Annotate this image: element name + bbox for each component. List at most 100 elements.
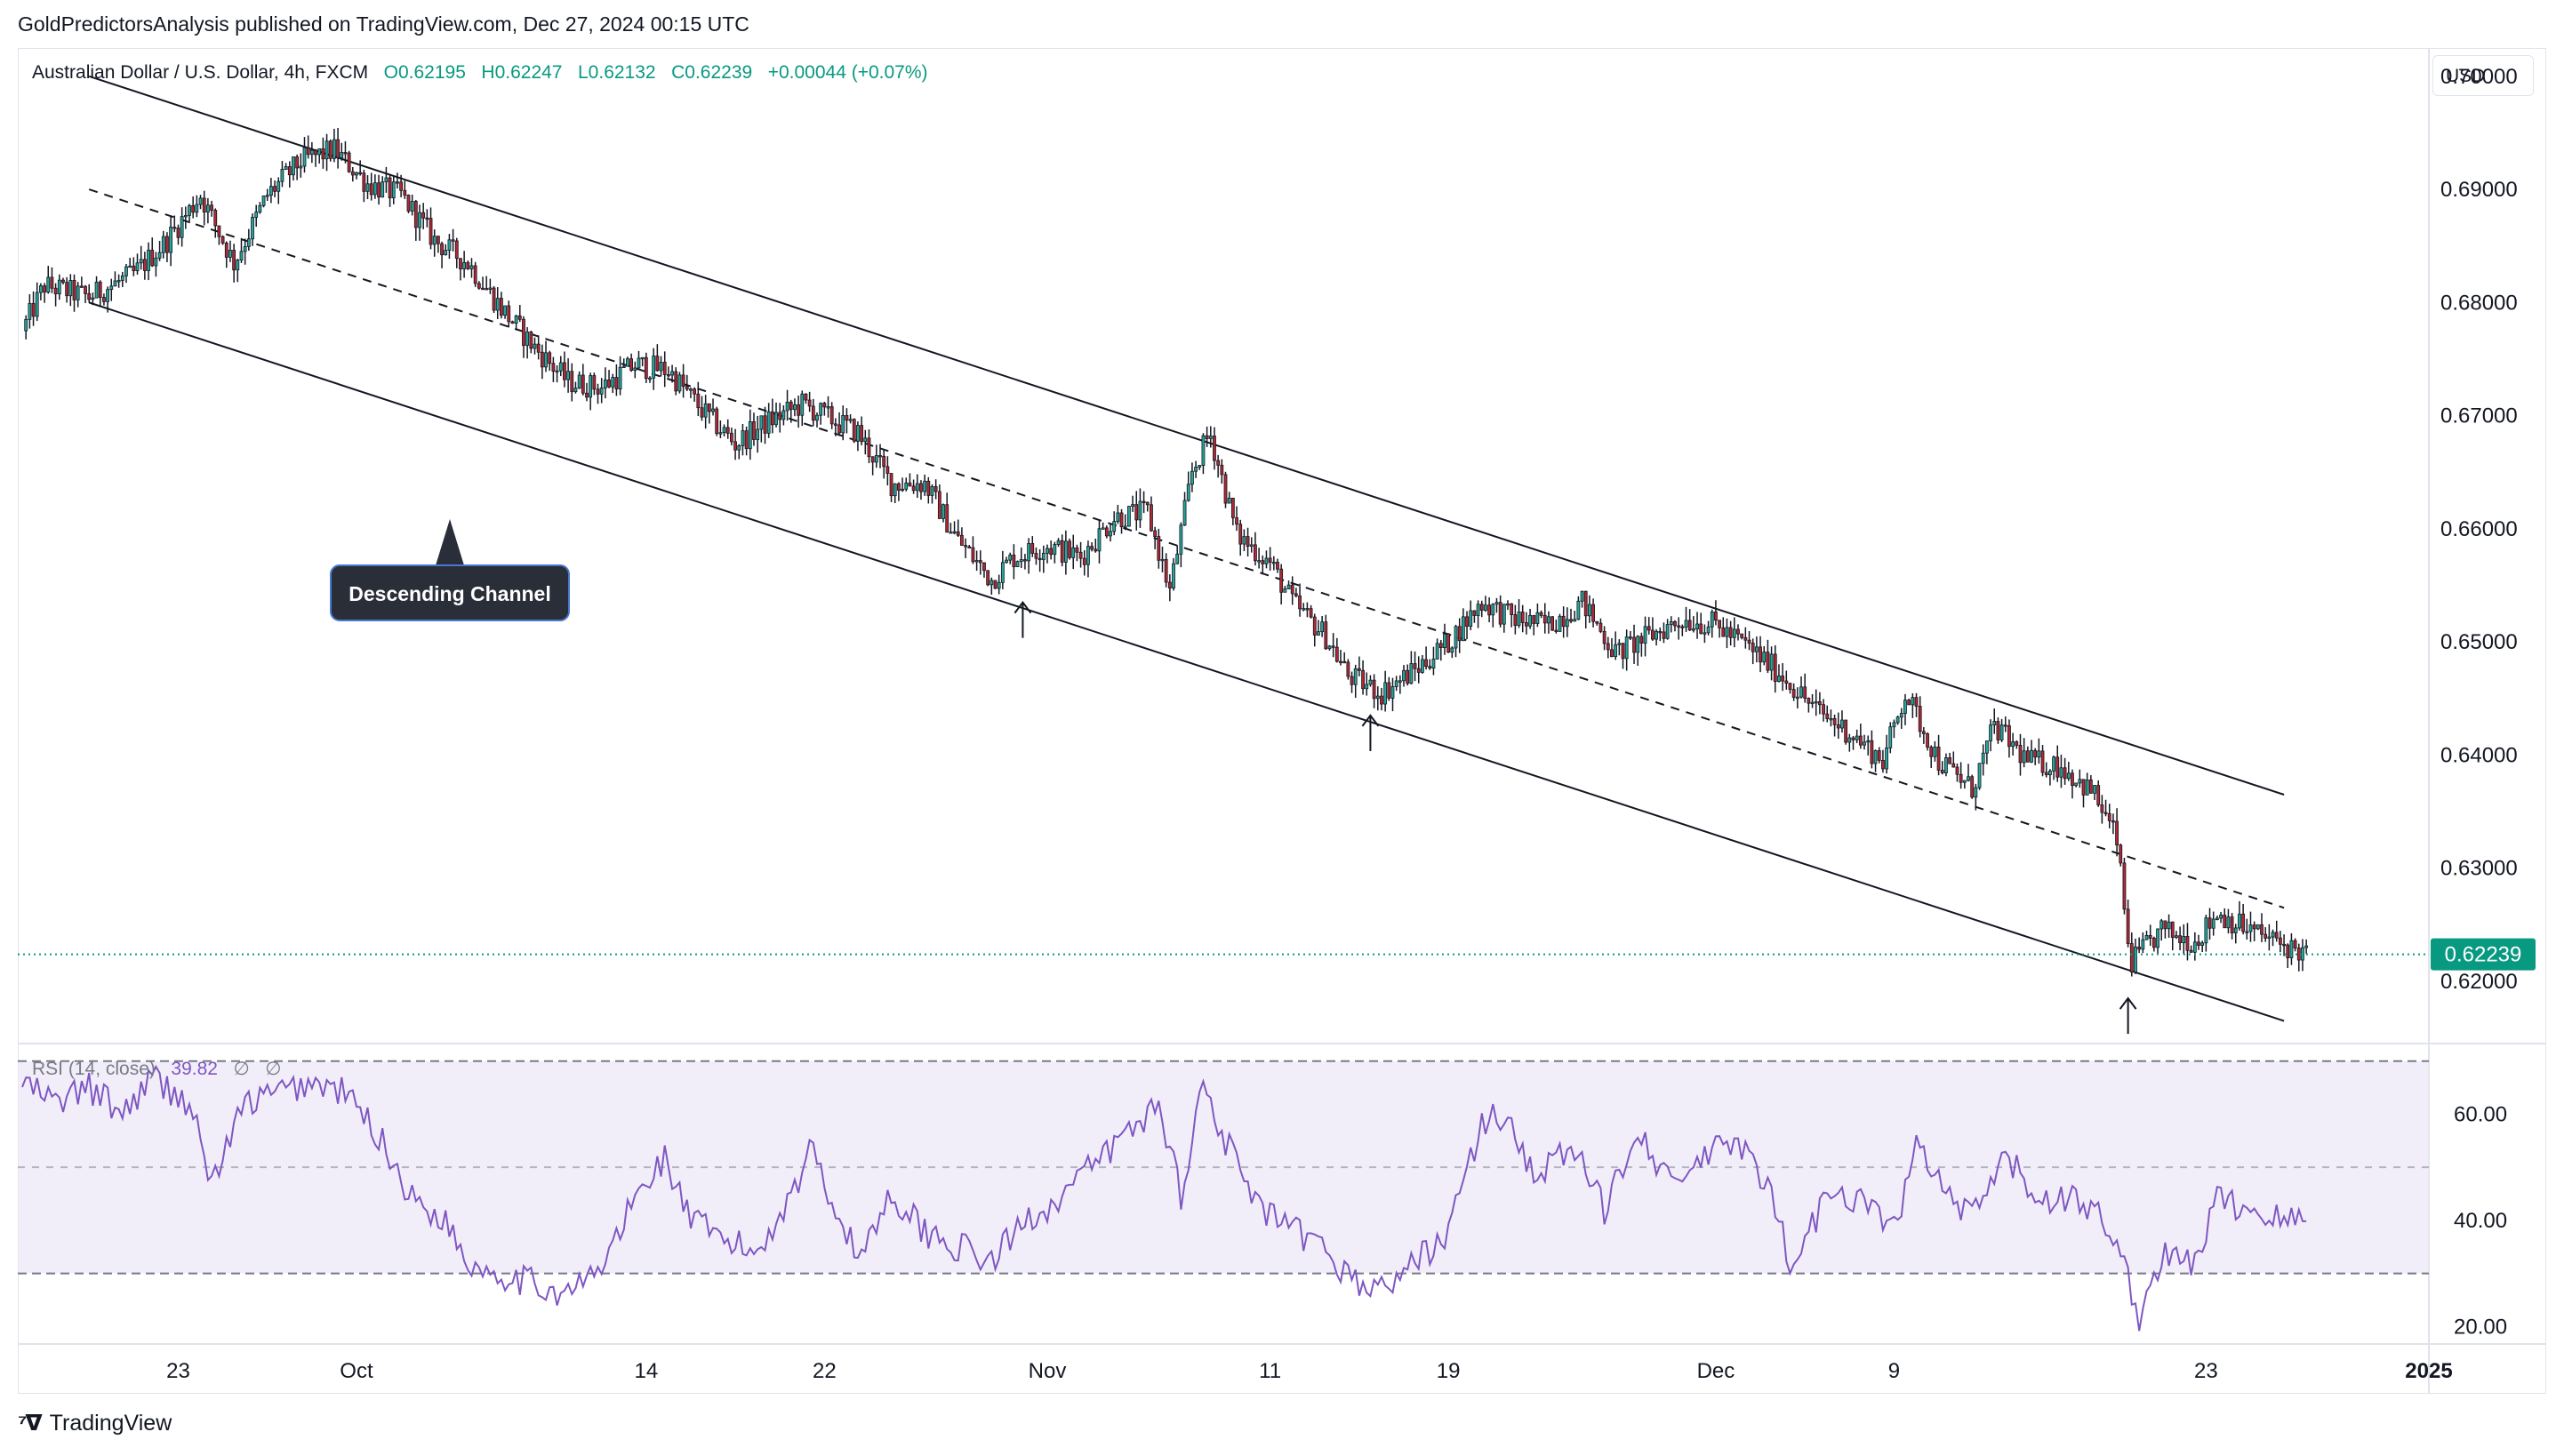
candle-body bbox=[57, 279, 61, 295]
candle-body bbox=[759, 415, 764, 430]
candle-body bbox=[1484, 604, 1487, 611]
candle bbox=[637, 350, 641, 369]
candle-body bbox=[1576, 600, 1581, 620]
candle-body bbox=[280, 169, 284, 182]
candle bbox=[1751, 638, 1755, 665]
candle bbox=[1000, 550, 1005, 589]
candle-body bbox=[1164, 558, 1168, 583]
candle-body bbox=[585, 392, 589, 398]
candle-body bbox=[132, 265, 136, 272]
candle bbox=[1227, 492, 1231, 504]
candle-body bbox=[2074, 782, 2079, 787]
candle-body bbox=[224, 243, 228, 258]
candle bbox=[1394, 676, 1398, 692]
candle-body bbox=[637, 357, 641, 369]
candle-body bbox=[1636, 636, 1640, 653]
candle bbox=[381, 176, 385, 198]
price-axis: 0.70000 0.69000 0.68000 0.67000 0.66000 0.650… bbox=[2440, 65, 2518, 994]
symbol-legend[interactable]: Australian Dollar / U.S. Dollar, 4h, FXC… bbox=[32, 62, 928, 84]
candle bbox=[1677, 617, 1681, 640]
candle bbox=[2256, 924, 2260, 931]
candle-body bbox=[477, 283, 481, 289]
candle bbox=[2182, 924, 2186, 955]
candle bbox=[309, 141, 314, 164]
candle bbox=[1350, 671, 1354, 693]
candle-body bbox=[1547, 616, 1550, 624]
candle bbox=[517, 305, 522, 323]
candle-body bbox=[1424, 659, 1428, 668]
candle-body bbox=[336, 139, 340, 159]
candle bbox=[1810, 693, 1815, 708]
candle-body bbox=[923, 480, 927, 492]
candle-body bbox=[1502, 604, 1506, 625]
candle-body bbox=[1235, 517, 1238, 525]
candle bbox=[1172, 557, 1175, 591]
candle-body bbox=[39, 285, 43, 293]
candle-body bbox=[154, 257, 158, 267]
candle bbox=[2211, 911, 2215, 936]
candle-body bbox=[1743, 636, 1748, 641]
candle-body bbox=[693, 388, 697, 395]
candle-body bbox=[469, 265, 474, 269]
footer-brand[interactable]: ⁷ᐁ TradingView bbox=[18, 1410, 172, 1436]
candle-body bbox=[837, 424, 841, 434]
candle-body bbox=[558, 362, 563, 372]
candle-body bbox=[1981, 752, 1985, 764]
candle-body bbox=[733, 441, 737, 451]
chart-canvas[interactable]: 0.70000 0.69000 0.68000 0.67000 0.66000 0.650… bbox=[18, 48, 2546, 1394]
candle bbox=[1484, 596, 1487, 612]
candle bbox=[2267, 924, 2272, 951]
candle-body bbox=[1736, 628, 1740, 635]
candle-body bbox=[1227, 497, 1231, 504]
candle bbox=[205, 197, 210, 224]
candle bbox=[2264, 927, 2268, 942]
time-tick-label: 23 bbox=[166, 1359, 190, 1383]
candle-body bbox=[1324, 621, 1328, 650]
candle-body bbox=[488, 287, 493, 290]
candle-body bbox=[2286, 944, 2290, 958]
candle bbox=[1665, 619, 1670, 640]
candle-body bbox=[1257, 560, 1262, 563]
candle bbox=[1970, 774, 1975, 799]
candle-body bbox=[1754, 646, 1759, 652]
candle bbox=[1706, 620, 1711, 636]
candle bbox=[573, 381, 578, 394]
candle-body bbox=[1918, 706, 1922, 732]
candle bbox=[1150, 496, 1153, 532]
candle bbox=[2159, 918, 2164, 941]
candle-body bbox=[2175, 935, 2178, 938]
candle bbox=[570, 363, 574, 402]
candle-body bbox=[2055, 756, 2060, 778]
candle-body bbox=[1532, 615, 1536, 624]
candle bbox=[280, 161, 284, 188]
candle bbox=[700, 396, 704, 421]
candle bbox=[1034, 547, 1038, 565]
candle bbox=[1438, 639, 1443, 661]
candle bbox=[1012, 544, 1016, 580]
candle-body bbox=[800, 393, 805, 416]
candle bbox=[2293, 938, 2297, 952]
candle-body bbox=[1145, 501, 1150, 506]
candle-body bbox=[718, 432, 723, 435]
candle-body bbox=[670, 371, 674, 376]
candle-body bbox=[592, 375, 597, 390]
candle bbox=[1788, 683, 1792, 694]
candle-body bbox=[261, 195, 266, 206]
candle-body bbox=[1895, 716, 1900, 724]
candle bbox=[640, 356, 645, 367]
candle bbox=[555, 365, 559, 383]
candle bbox=[837, 412, 841, 436]
candle-body bbox=[1261, 560, 1265, 564]
candle bbox=[1602, 626, 1607, 651]
candle-body bbox=[1416, 668, 1421, 673]
rsi-tick-label: 20.00 bbox=[2454, 1315, 2507, 1339]
candle bbox=[161, 230, 165, 259]
candle-body bbox=[1198, 465, 1202, 468]
candle bbox=[1461, 608, 1465, 642]
rsi-legend[interactable]: RSI (14, close) 39.82 ∅ ∅ bbox=[32, 1058, 282, 1080]
currency-button[interactable]: USD bbox=[2432, 55, 2534, 96]
ohlc-low: L0.62132 bbox=[578, 62, 656, 83]
candle bbox=[711, 398, 715, 416]
candle bbox=[1068, 538, 1071, 560]
candle bbox=[662, 351, 667, 388]
